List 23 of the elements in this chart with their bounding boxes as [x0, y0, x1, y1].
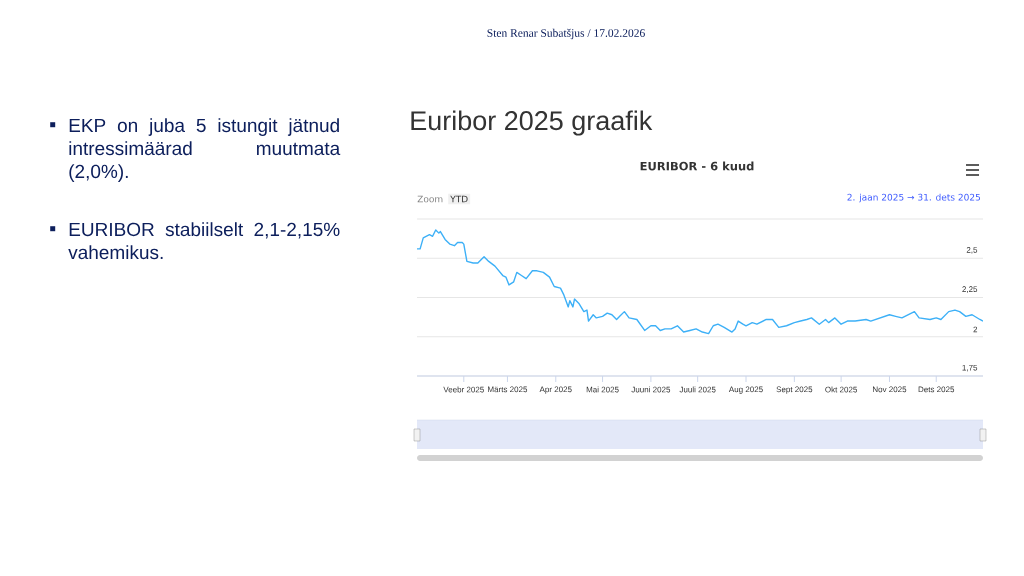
- text: Zoom: [417, 195, 443, 203]
- text: Sten Renar Subatšjus / 17.02.2026: [487, 28, 645, 40]
- x-tick-label: Mai 2025: [586, 386, 619, 393]
- y-tick-label: 2,5: [966, 247, 978, 254]
- x-tick-label: Okt 2025: [825, 386, 858, 393]
- x-tick-label: Juuli 2025: [679, 386, 716, 393]
- x-tick-label: Dets 2025: [918, 386, 955, 393]
- x-tick-label: Märts 2025: [488, 386, 528, 393]
- text: EURIBOR stabiilselt 2,1-2,15% vahemikus.: [68, 222, 340, 260]
- x-tick-label: Aug 2025: [728, 386, 763, 394]
- text: Euribor 2025 graafik: [411, 110, 653, 136]
- y-tick-label: 2: [973, 326, 978, 333]
- chart-title: EURIBOR - 6 kuud: [640, 161, 754, 171]
- y-tick-label: 2,25: [962, 286, 978, 293]
- x-tick-label: Juuni 2025: [631, 386, 671, 393]
- x-tick-label: Sept 2025: [776, 386, 813, 394]
- x-tick-label: Apr 2025: [539, 386, 572, 394]
- text: 2. jaan 2025 → 31. dets 2025: [847, 193, 981, 203]
- x-tick-label: Veebr 2025: [443, 386, 484, 393]
- y-tick-label: 1,75: [962, 364, 978, 372]
- x-tick-label: Nov 2025: [873, 386, 907, 393]
- text: EKP on juba 5 istungit jätnud intressimäärad muutmata (2,0%).: [69, 118, 341, 182]
- text: YTD: [450, 195, 468, 203]
